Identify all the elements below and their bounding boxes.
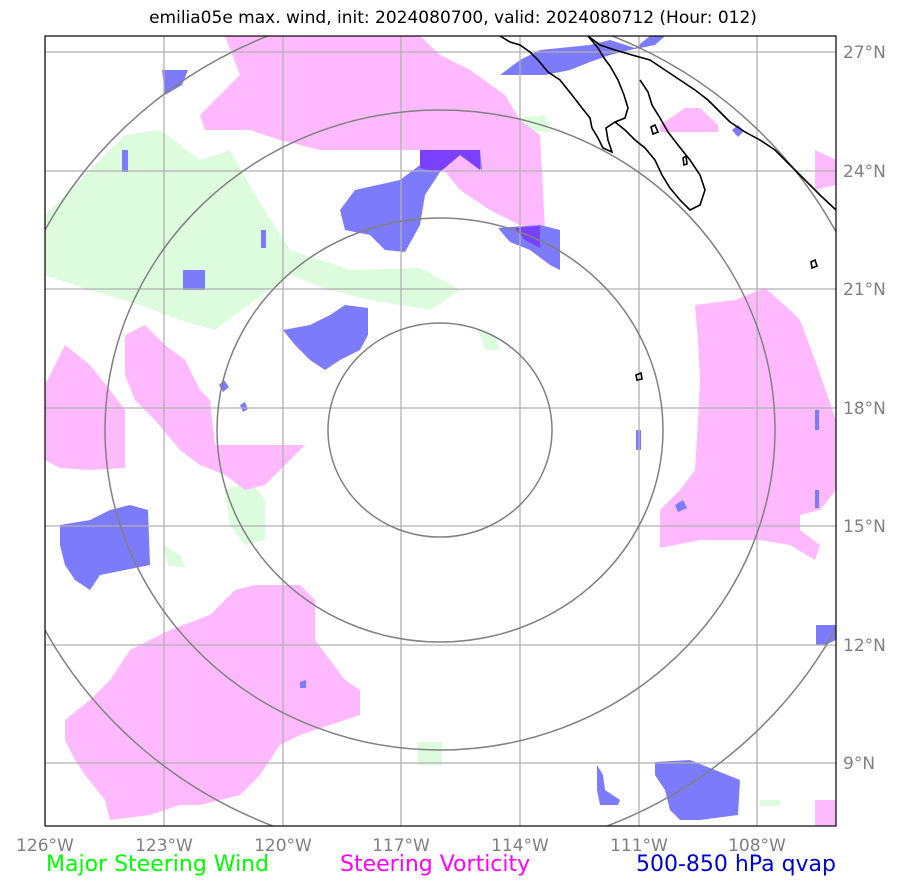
- qvap-area-center: [283, 305, 368, 370]
- legend-qvap: 500-850 hPa qvap: [635, 852, 836, 877]
- mainland-mexico-coast: [587, 36, 836, 211]
- vorticity-area-southeast: [815, 800, 836, 826]
- range-ring-3: [104, 109, 776, 751]
- gulf-of-california-east-shore: [614, 79, 706, 211]
- qvap-area-east-edge: [816, 625, 836, 645]
- wind-area-southwest: [163, 545, 185, 568]
- lat-label-21n: 21°N: [843, 280, 886, 300]
- vorticity-area-southwest: [65, 585, 360, 820]
- latitude-labels: 27°N 24°N 21°N 18°N 15°N 12°N 9°N: [843, 43, 886, 774]
- wind-area-west: [225, 480, 265, 545]
- coastline: [499, 36, 836, 381]
- island-revillagigedo: [635, 371, 643, 381]
- legend-steering-vorticity: Steering Vorticity: [340, 852, 531, 877]
- island-gulf-2: [682, 154, 688, 167]
- legend-steering-wind: Major Steering Wind: [46, 852, 270, 877]
- qvap-area-west: [60, 505, 150, 590]
- qvap-area-northwest-small: [162, 70, 188, 95]
- graticule: [45, 36, 836, 826]
- lon-label-126w: 126°W: [16, 836, 74, 856]
- lat-label-9n: 9°N: [843, 754, 875, 774]
- qvap-area-south-small: [597, 765, 620, 805]
- range-ring-1: [327, 322, 553, 538]
- vorticity-area-east: [660, 288, 836, 560]
- vorticity-area-northeast: [660, 108, 718, 132]
- range-ring-2: [216, 217, 664, 643]
- qvap-area-overlap: [420, 150, 540, 248]
- lon-label-108w: 108°W: [728, 836, 786, 856]
- lat-label-24n: 24°N: [843, 162, 886, 182]
- longitude-labels: 126°W 123°W 120°W 117°W 114°W 111°W 108°…: [16, 836, 786, 856]
- range-rings: [45, 36, 836, 826]
- map-title: emilia05e max. wind, init: 2024080700, v…: [149, 8, 757, 28]
- lat-label-12n: 12°N: [843, 636, 886, 656]
- island-east: [810, 258, 818, 270]
- island-gulf-1: [650, 123, 660, 136]
- qvap-area-northcenter: [498, 225, 560, 270]
- lat-label-27n: 27°N: [843, 43, 886, 63]
- vorticity-area-midwest: [125, 325, 305, 490]
- map-frame: [44, 35, 837, 827]
- wind-area-south: [418, 742, 442, 765]
- lon-label-117w: 117°W: [372, 836, 430, 856]
- vorticity-area-east-edge: [815, 150, 836, 190]
- qvap-area-northeast: [500, 36, 665, 75]
- wind-area-southeast: [760, 800, 780, 806]
- lon-label-123w: 123°W: [135, 836, 193, 856]
- lat-label-15n: 15°N: [843, 517, 886, 537]
- lon-label-114w: 114°W: [491, 836, 549, 856]
- lat-label-18n: 18°N: [843, 399, 886, 419]
- baja-california-coast: [499, 36, 629, 154]
- wind-area-center: [478, 330, 500, 350]
- lon-label-111w: 111°W: [610, 836, 668, 856]
- lon-label-120w: 120°W: [254, 836, 312, 856]
- wind-area-northwest: [45, 130, 460, 330]
- qvap-area-south: [655, 760, 740, 820]
- vorticity-area-north: [200, 36, 545, 230]
- qvap-area-northwest-patch: [183, 270, 205, 290]
